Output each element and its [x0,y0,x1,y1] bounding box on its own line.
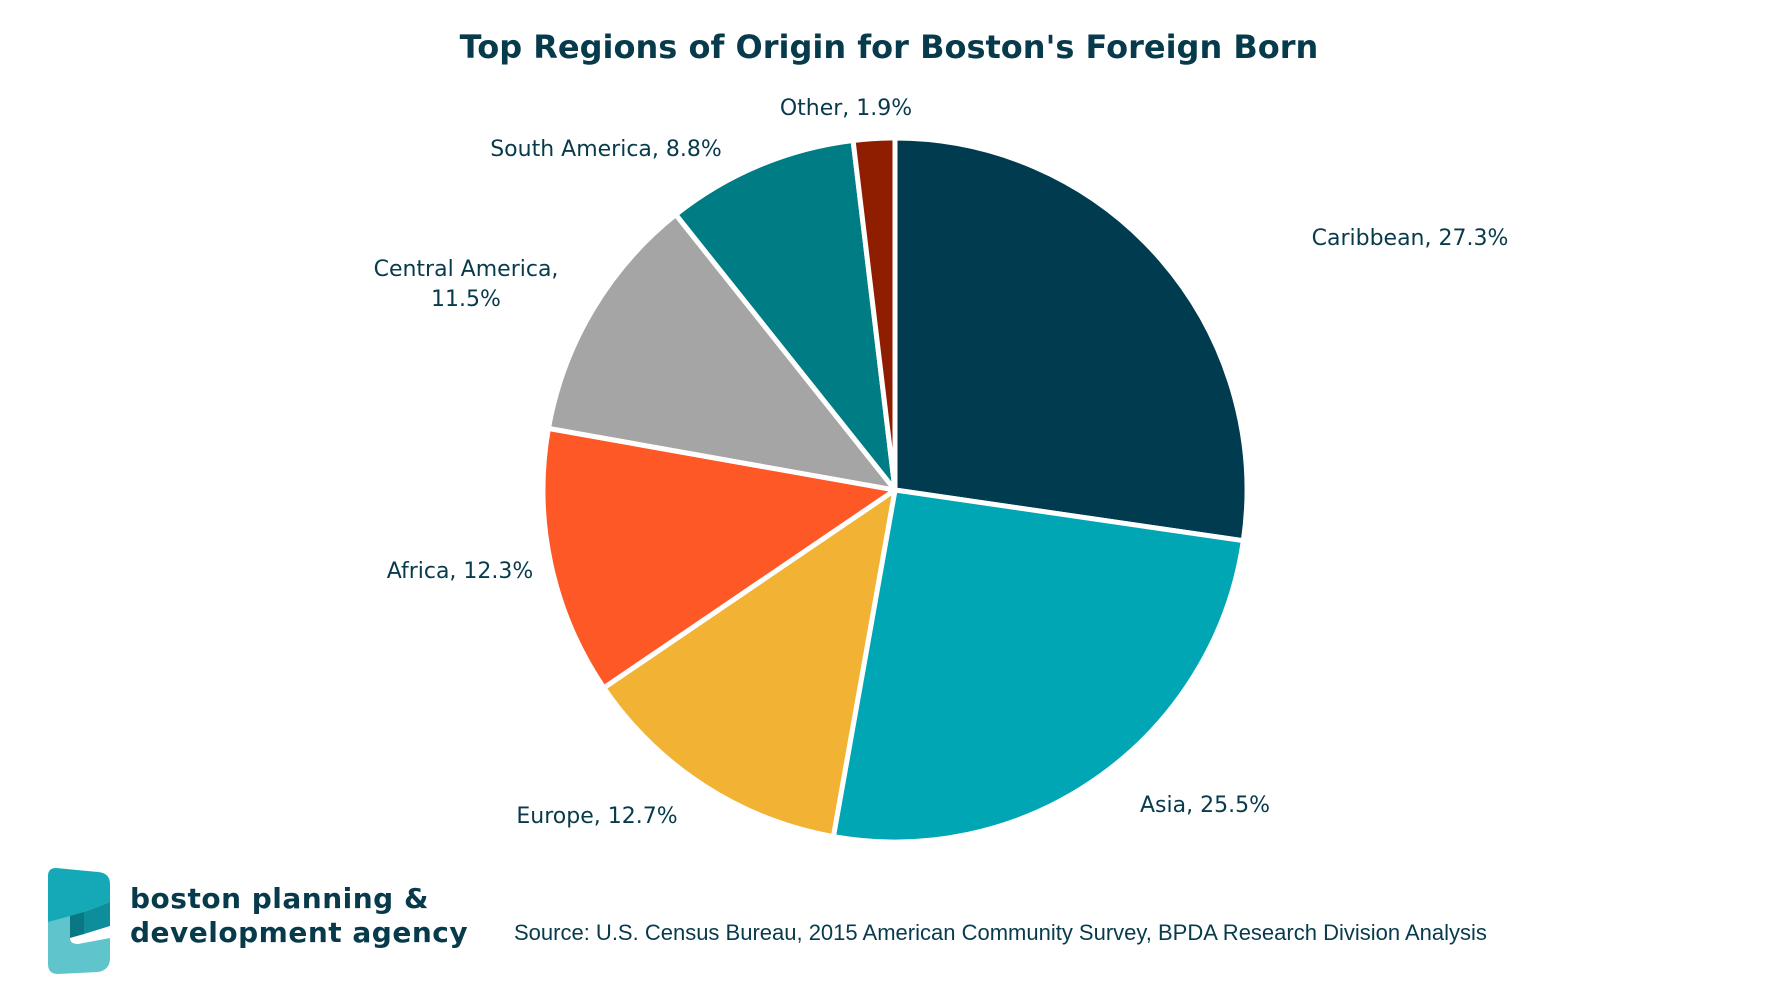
slice-label-asia: Asia, 25.5% [1140,793,1270,818]
bpda-logo-mark [48,868,110,974]
pie-slice-other [850,135,898,493]
pie-slice-europe [601,487,898,840]
bpda-logo: boston planning & development agency [40,866,500,976]
slice-label-other: Other, 1.9% [780,96,912,121]
pie-slices [540,135,1250,845]
slice-label-south-america: South America, 8.8% [490,137,722,162]
slice-label-caribbean: Caribbean, 27.3% [1312,226,1509,251]
chart-title: Top Regions of Origin for Boston's Forei… [459,28,1319,66]
bpda-logo-text: boston planning & development agency [130,882,468,950]
pie-slice-south-america [673,138,898,493]
pie-slice-asia [830,487,1246,845]
pie-labels: Caribbean, 27.3% Asia, 25.5% Europe, 12.7%… [374,96,1509,829]
slice-label-africa: Africa, 12.3% [387,559,534,584]
pie-slice-africa [540,425,898,691]
pie-slice-central-america [545,212,898,493]
source-note: Source: U.S. Census Bureau, 2015 America… [514,920,1487,945]
logo-line-2: development agency [130,916,469,949]
pie-slice-caribbean [892,135,1250,544]
slice-label-central-america: Central America, 11.5% [374,257,559,312]
logo-line-1: boston planning & [130,882,429,915]
slice-label-europe: Europe, 12.7% [516,804,677,829]
